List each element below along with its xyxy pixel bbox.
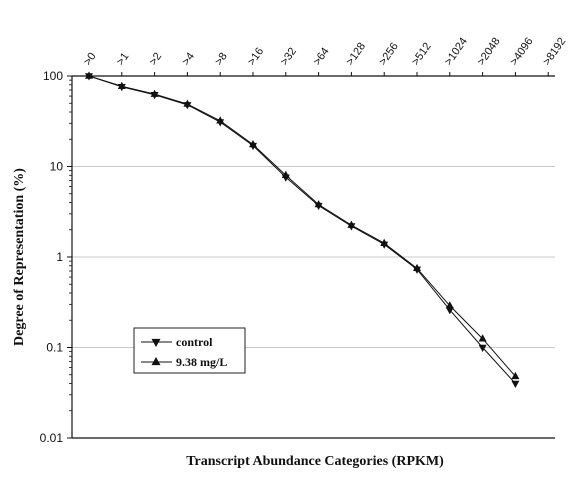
data-point [511,380,520,388]
data-point [413,263,421,272]
data-point [478,344,487,352]
x-tick-label: >1024 [442,36,470,68]
data-point [150,89,159,97]
x-tick-label: >1 [114,51,131,68]
x-tick-label: >512 [410,41,434,68]
series-line [88,75,516,384]
legend-label: control [176,335,213,349]
x-tick-label: >8 [213,51,230,68]
axes-layer [67,72,555,439]
data-point [347,220,356,228]
x-tick-label: >256 [377,41,401,68]
data-point [445,307,454,315]
y-tick-label: 1 [56,250,63,264]
data-point [380,238,389,246]
x-tick-label: >0 [82,51,99,68]
data-point [183,99,192,107]
data-point [249,140,257,148]
data-point [216,116,225,124]
x-tick-label: >16 [246,46,267,68]
x-tick-label: >2 [147,51,164,68]
ticks-layer: 0.01 0.1 1 10 100 >0 >1 >2 >4 >8 >16 >32 >64 >128 >256… [40,36,569,445]
series-treatment [85,71,520,380]
y-tick-label: 100 [43,69,63,83]
legend-label: 9.38 mg/L [176,355,227,369]
legend-box [133,327,246,374]
x-tick-label: >128 [344,41,368,68]
x-tick-label: >64 [311,46,332,68]
legend-marker [151,338,161,348]
data-point [117,81,126,90]
x-tick-label: >2048 [475,36,503,68]
data-point [281,170,290,179]
y-tick-label: 10 [50,160,64,174]
x-tick-label: >4 [180,51,197,68]
legend: control 9.38 mg/L [133,327,246,374]
x-tick-label: >32 [278,46,299,68]
x-axis-title: Transcript Abundance Categories (RPKM) [186,454,444,469]
data-point [478,334,487,342]
x-tick-label: >4096 [508,36,536,68]
series-layer [85,71,520,388]
grid-layer [72,166,555,348]
data-point [511,371,520,380]
data-point [85,71,93,79]
legend-entry: 9.38 mg/L [141,355,227,369]
data-point [314,200,323,208]
y-axis-title: Degree of Representation (%) [12,168,27,346]
y-tick-label: 0.1 [46,341,63,355]
data-point [445,301,454,309]
legend-entry: control [141,335,213,349]
y-tick-label: 0.01 [40,431,64,445]
legend-marker [151,356,161,366]
x-tick-label: >8192 [541,36,569,68]
series-line [88,75,516,377]
